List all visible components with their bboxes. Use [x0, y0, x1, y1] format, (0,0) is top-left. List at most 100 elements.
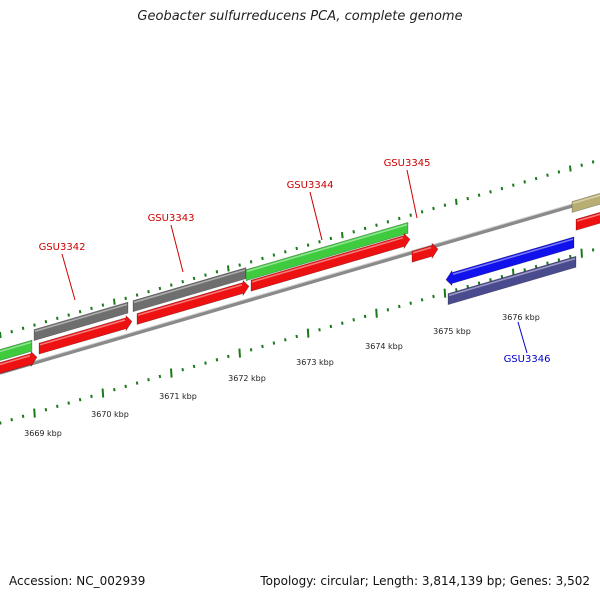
outer-tick: [67, 313, 70, 317]
gene-arrow-red: [411, 242, 439, 263]
outer-tick: [534, 176, 538, 181]
inner-tick: [67, 401, 70, 405]
inner-tick: [557, 258, 561, 262]
inner-tick: [78, 398, 82, 402]
label-leader: [517, 321, 528, 354]
outer-tick: [523, 180, 526, 184]
scale-label: 3676 kbp: [502, 313, 540, 322]
inner-tick: [135, 381, 139, 385]
outer-tick: [147, 290, 150, 294]
label-leaders: [61, 169, 528, 354]
inner-tick: [500, 274, 504, 279]
gene-bar-green: [245, 221, 409, 282]
label-leader: [309, 191, 323, 241]
gene-bar-khaki-highlight: [572, 194, 600, 204]
gene-arrow-blue-highlight: [452, 238, 574, 275]
outer-tick: [466, 196, 469, 201]
inner-tick: [101, 388, 105, 398]
scale-label: 3669 kbp: [24, 429, 62, 438]
gene-arrow-red-highlight: [412, 246, 432, 254]
inner-tick: [352, 318, 355, 322]
outer-tick: [284, 250, 287, 254]
gene-label: GSU3345: [384, 158, 431, 169]
gene-arrow-blue: [445, 236, 575, 287]
inner-tick: [124, 384, 127, 389]
scale-label: 3674 kbp: [365, 342, 403, 351]
outer-tick: [261, 256, 264, 261]
inner-tick: [113, 388, 116, 392]
inner-tick: [432, 294, 435, 299]
outer-tick: [500, 186, 504, 191]
inner-tick: [477, 281, 481, 285]
inner-tick: [181, 368, 184, 372]
accession-text: Accession: NC_002939: [9, 574, 146, 588]
backbone-highlight: [0, 195, 600, 372]
inner-tick: [204, 361, 207, 365]
genome-backbone: [0, 195, 600, 375]
outer-tick: [124, 296, 127, 301]
outer-tick: [363, 226, 367, 231]
outer-tick: [580, 163, 583, 167]
scale-label: 3675 kbp: [433, 327, 471, 336]
inner-tick: [284, 338, 287, 342]
inner-tick: [158, 374, 162, 379]
scale-labels: 3669 kbp 3670 kbp 3671 kbp 3672 kbp 3673 kbp…: [24, 313, 540, 438]
scale-label: 3671 kbp: [159, 392, 197, 401]
outer-tick: [249, 260, 253, 264]
inner-tick: [261, 344, 264, 349]
inner-tick: [569, 254, 572, 259]
gene-arrow-red: [0, 350, 38, 374]
inner-tick: [363, 314, 367, 319]
feature-tracks: [0, 192, 600, 374]
outer-tick: [557, 170, 561, 174]
map-title: Geobacter sulfurreducens PCA, complete g…: [137, 9, 463, 24]
inner-tick: [318, 328, 321, 332]
gene-arrow-red-highlight: [137, 284, 243, 316]
inner-tick: [341, 321, 344, 325]
inner-tick: [455, 288, 458, 292]
gene-labels: GSU3342 GSU3343 GSU3344 GSU3345 GSU3346: [39, 158, 551, 365]
label-leader: [61, 253, 76, 301]
outer-tick: [135, 293, 139, 297]
inner-tick: [591, 248, 595, 252]
outer-tick: [352, 230, 355, 234]
gene-bar-green-highlight: [0, 341, 32, 353]
outer-tick: [455, 198, 458, 205]
gene-label: GSU3346: [504, 354, 551, 365]
gene-bar-khaki: [571, 192, 600, 213]
outer-tick: [375, 223, 378, 227]
gene-label: GSU3343: [148, 213, 195, 224]
gene-label: GSU3344: [287, 180, 334, 191]
outer-tick: [170, 283, 173, 287]
gene-arrow-red: [136, 279, 250, 325]
outer-tick: [443, 203, 447, 207]
outer-tick: [227, 265, 230, 272]
inner-tick: [215, 358, 219, 362]
inner-tick: [329, 324, 333, 329]
outer-tick: [546, 173, 549, 177]
inner-tick: [386, 308, 390, 312]
backbone-line: [0, 196, 600, 375]
outer-tick: [306, 243, 310, 247]
gene-bar-navy-highlight: [448, 257, 576, 297]
outer-tick: [204, 273, 207, 277]
outer-tick: [192, 276, 196, 281]
outer-tick: [318, 240, 321, 244]
outer-tick: [10, 329, 13, 334]
outer-tick: [420, 210, 424, 214]
outer-tick: [341, 232, 344, 239]
inner-tick: [227, 354, 230, 359]
inner-tick: [44, 407, 48, 412]
gene-arrow-red-highlight: [39, 319, 126, 346]
inner-tick: [580, 248, 583, 258]
inner-tick: [546, 261, 549, 265]
genome-stats-text: Topology: circular; Length: 3,814,139 bp…: [260, 574, 590, 588]
gene-arrow-red: [38, 315, 133, 355]
outer-tick: [432, 206, 435, 211]
outer-tick: [591, 160, 595, 164]
outer-tick: [101, 303, 105, 307]
outer-tick: [21, 326, 25, 331]
outer-tick: [113, 298, 116, 305]
outer-tick: [78, 310, 82, 314]
